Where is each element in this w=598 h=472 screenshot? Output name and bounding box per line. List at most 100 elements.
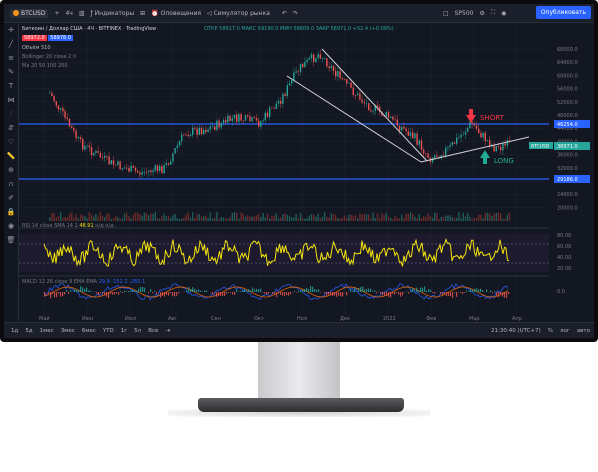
macd-hist-bar (112, 292, 114, 295)
range-all[interactable]: Все (148, 328, 159, 334)
log-toggle[interactable]: лог (560, 328, 570, 334)
range-1y[interactable]: 1г (120, 328, 128, 334)
candle-body (79, 137, 82, 140)
macd-hist-bar (128, 290, 130, 292)
chart-area[interactable]: SHORT LONG 68000.0 64000.0 60000.0 56000.0 5… (19, 23, 594, 321)
undo-icon[interactable]: ↶ (281, 9, 287, 17)
pattern-icon[interactable]: ⋈ (7, 96, 15, 104)
symbol-tag-label: BTCUSD (531, 144, 550, 150)
goto-date-icon[interactable]: ⇥ (165, 328, 170, 334)
macd-hist-bar (490, 290, 492, 292)
price-axis[interactable]: 68000.0 64000.0 60000.0 56000.0 52000.0 48000… (557, 47, 578, 211)
macd-hist-bar (294, 291, 296, 292)
macd-hist-bar (402, 292, 404, 296)
clock[interactable]: 21:30:40 (UTC+7) (491, 328, 541, 334)
fib-icon[interactable]: ⫶ (10, 109, 12, 118)
candle-body (244, 115, 247, 121)
trendline-upper[interactable] (321, 48, 428, 162)
macd-hist-bar (356, 291, 358, 292)
candle-body (414, 133, 416, 139)
candle-body (291, 80, 293, 84)
volume-bar (315, 216, 317, 221)
volume-bar (288, 215, 291, 221)
candle-body (84, 145, 86, 150)
macd-hist-bar (320, 292, 322, 293)
candle-body (181, 134, 183, 142)
volume-bar (295, 213, 297, 221)
range-1d[interactable]: 1д (11, 328, 19, 334)
macd-hist-bar (446, 292, 448, 296)
candle-body (104, 155, 106, 158)
macd-hist-bar (140, 286, 142, 292)
interval-selector[interactable]: 4ч (65, 10, 72, 17)
layout-icon[interactable]: ⊞ (140, 9, 146, 17)
zoom-icon[interactable]: ⊕ (8, 166, 14, 174)
candle-body (425, 153, 427, 155)
horizontal-line-icon[interactable]: ≡ (8, 54, 14, 62)
range-6m[interactable]: 6мес (81, 328, 96, 334)
volume-bar (381, 213, 383, 221)
volume-bar (95, 213, 97, 221)
macd-hist-bar (136, 290, 138, 292)
price-chart[interactable]: SHORT LONG 68000.0 64000.0 60000.0 56000.0 5… (19, 23, 594, 321)
index-select[interactable]: SP500 (455, 10, 474, 17)
percent-toggle[interactable]: % (547, 328, 554, 334)
camera-icon[interactable]: ◉ (501, 9, 507, 17)
trendline-lower[interactable] (286, 75, 422, 163)
macd-hist-bar (312, 286, 314, 292)
sort-icon[interactable]: ⇵ (8, 124, 14, 132)
heart-icon[interactable]: ♡ (7, 138, 15, 146)
auto-toggle[interactable]: авто (576, 328, 590, 334)
volume-bar (460, 218, 462, 221)
indicators-button[interactable]: ƒ Индикаторы (91, 10, 135, 17)
add-symbol-button[interactable]: + (54, 9, 60, 17)
symbol-search[interactable]: BTCUSD (10, 8, 49, 18)
volume-bar (445, 215, 447, 221)
trendline-icon[interactable]: ╱ (8, 40, 14, 48)
volume-bar (392, 218, 394, 221)
gear-icon[interactable]: ⚙ (479, 9, 485, 17)
range-ytd[interactable]: YTD (102, 328, 114, 334)
range-3m[interactable]: 3мес (60, 328, 75, 334)
brush-icon[interactable]: ✎ (8, 68, 14, 76)
fullscreen-icon[interactable]: ⛶ (490, 9, 496, 16)
ruler-icon[interactable]: 📏 (6, 152, 16, 160)
eye-icon[interactable]: ◉ (7, 222, 15, 230)
magnet-icon[interactable]: ∩ (8, 180, 14, 188)
candle-body (379, 106, 381, 112)
range-5y[interactable]: 5л (134, 328, 142, 334)
macd-hist-bar (162, 292, 164, 296)
pencil-lock-icon[interactable]: ✐ (8, 194, 14, 202)
trash-icon[interactable]: 🗑 (6, 236, 16, 244)
volume-bar (383, 214, 385, 221)
macd-hist-bar (266, 292, 268, 295)
candle-body (313, 54, 315, 62)
range-1m[interactable]: 1мес (39, 328, 54, 334)
ask-price[interactable]: 58978.0 (48, 35, 73, 41)
chart-type-icon[interactable]: ▥ (78, 9, 85, 17)
volume-bar (497, 212, 500, 221)
replay-button[interactable]: ◁ Симулятор рынка (207, 10, 270, 17)
rsi-value-2: н/д н/д (95, 223, 114, 229)
candle-body (392, 116, 394, 120)
range-5d[interactable]: 5д (25, 328, 33, 334)
time-axis[interactable]: Май Июн Июл Авг Сен Окт Ноя Дек 2022 Фев Мар Апр (39, 315, 522, 321)
macd-hist-bar (346, 292, 348, 296)
cursor-icon[interactable]: ✛ (8, 26, 14, 34)
grid (19, 23, 549, 315)
trendline-support[interactable] (420, 136, 530, 163)
macd-hist-bar (194, 288, 196, 292)
volume-bar (211, 218, 214, 221)
volume-bar (123, 213, 126, 221)
redo-icon[interactable]: ↷ (292, 9, 298, 17)
bid-price[interactable]: 58972.0 (22, 35, 47, 41)
candle-body (211, 126, 214, 127)
macd-hist-bar (228, 292, 230, 293)
layout-select-icon[interactable]: □ (442, 9, 449, 17)
candle-body (88, 145, 90, 148)
alerts-button[interactable]: ⏰ Оповещения (151, 10, 201, 17)
candle-body (55, 101, 57, 106)
text-icon[interactable]: T (8, 82, 14, 90)
publish-button[interactable]: Опубликовать (535, 6, 591, 19)
lock-icon[interactable]: 🔒 (6, 208, 16, 216)
